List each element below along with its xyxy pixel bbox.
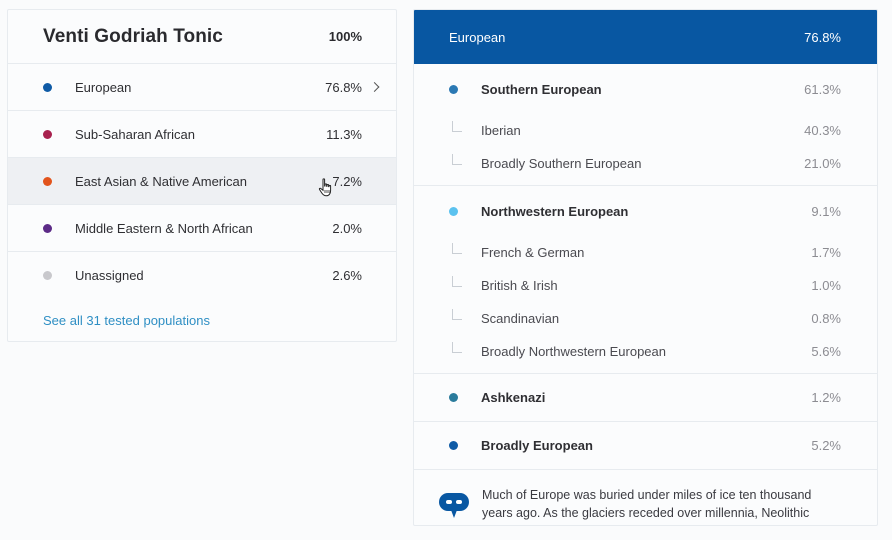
row-label: Sub-Saharan African	[75, 126, 195, 142]
southern-european-color-dot	[449, 84, 458, 94]
chevron-right-icon[interactable]	[369, 82, 380, 92]
row-label: East Asian & Native American	[75, 173, 247, 189]
sub-percentage: 40.3%	[804, 123, 841, 138]
hand-pointer-icon	[318, 178, 332, 197]
group-label: Northwestern European	[481, 203, 629, 219]
group-row[interactable]: Southern European 61.3%	[414, 64, 877, 114]
sub-saharan-color-dot	[43, 129, 52, 139]
tree-branch-line	[452, 341, 462, 353]
tree-branch-line	[452, 308, 462, 320]
group-percentage: 1.2%	[811, 390, 841, 405]
row-label: European	[75, 79, 132, 95]
sub-label: Iberian	[481, 123, 521, 138]
summary-row-european[interactable]: European 76.8%	[8, 64, 396, 111]
total-percentage: 100%	[328, 29, 362, 44]
middle-eastern-color-dot	[43, 223, 52, 233]
group-label: Southern European	[481, 81, 602, 97]
group-ashkenazi: Ashkenazi 1.2%	[414, 374, 877, 422]
summary-row-east-asian-native-american[interactable]: East Asian & Native American 7.2%	[8, 158, 396, 205]
sub-row-broadly-northwestern-european[interactable]: Broadly Northwestern European 5.6%	[414, 335, 877, 368]
sub-label: French & German	[481, 245, 585, 260]
summary-row-sub-saharan-african[interactable]: Sub-Saharan African 11.3%	[8, 111, 396, 158]
tree-branch-line	[452, 153, 462, 165]
ashkenazi-color-dot	[449, 393, 458, 402]
sub-percentage: 5.6%	[811, 344, 841, 359]
profile-name: Venti Godriah Tonic	[43, 25, 223, 47]
group-broadly-european: Broadly European 5.2%	[414, 422, 877, 470]
sub-row-french-german[interactable]: French & German 1.7%	[414, 236, 877, 269]
row-percentage: 7.2%	[332, 173, 362, 189]
group-percentage: 5.2%	[811, 438, 841, 453]
sub-row-iberian[interactable]: Iberian 40.3%	[414, 114, 877, 147]
description-text: Much of Europe was buried under miles of…	[482, 488, 840, 525]
summary-row-unassigned[interactable]: Unassigned 2.6%	[8, 252, 396, 299]
northwestern-european-color-dot	[449, 206, 458, 216]
detail-header-percentage: 76.8%	[804, 29, 841, 45]
row-percentage: 76.8%	[325, 79, 362, 95]
sub-percentage: 0.8%	[811, 311, 841, 326]
sub-percentage: 21.0%	[804, 156, 841, 171]
sub-percentage: 1.7%	[811, 245, 841, 260]
sub-percentage: 1.0%	[811, 278, 841, 293]
sub-label: British & Irish	[481, 278, 558, 293]
row-label: Middle Eastern & North African	[75, 220, 253, 236]
broadly-european-color-dot	[449, 441, 458, 450]
row-percentage: 2.0%	[332, 220, 362, 236]
sub-label: Scandinavian	[481, 311, 560, 326]
european-color-dot	[43, 82, 52, 92]
group-row[interactable]: Broadly European 5.2%	[414, 422, 877, 469]
region-description: Much of Europe was buried under miles of…	[414, 470, 877, 525]
tree-branch-line	[452, 275, 462, 287]
group-percentage: 61.3%	[804, 81, 841, 97]
detail-header-label: European	[449, 29, 506, 45]
unassigned-color-dot	[43, 271, 52, 280]
sub-label: Broadly Southern European	[481, 156, 642, 171]
group-label: Broadly European	[481, 438, 593, 453]
row-percentage: 11.3%	[326, 126, 362, 142]
summary-row-middle-eastern-north-african[interactable]: Middle Eastern & North African 2.0%	[8, 205, 396, 252]
chat-bubble-icon	[439, 493, 469, 518]
row-percentage: 2.6%	[332, 268, 362, 283]
group-row[interactable]: Northwestern European 9.1%	[414, 186, 877, 236]
see-all-populations-link[interactable]: See all 31 tested populations	[43, 313, 210, 328]
group-northwestern-european: Northwestern European 9.1% French & Germ…	[414, 186, 877, 374]
detail-header: European 76.8%	[414, 10, 877, 64]
sub-row-british-irish[interactable]: British & Irish 1.0%	[414, 269, 877, 302]
group-percentage: 9.1%	[811, 203, 841, 219]
summary-header: Venti Godriah Tonic 100%	[8, 10, 396, 64]
european-detail-panel: European 76.8% Southern European 61.3% I…	[413, 9, 878, 526]
group-row[interactable]: Ashkenazi 1.2%	[414, 374, 877, 421]
group-label: Ashkenazi	[481, 390, 546, 405]
ancestry-summary-panel: Venti Godriah Tonic 100% European 76.8% …	[7, 9, 397, 342]
sub-row-broadly-southern-european[interactable]: Broadly Southern European 21.0%	[414, 147, 877, 180]
sub-label: Broadly Northwestern European	[481, 344, 666, 359]
group-southern-european: Southern European 61.3% Iberian 40.3% Br…	[414, 64, 877, 186]
tree-branch-line	[452, 120, 462, 132]
row-label: Unassigned	[75, 268, 144, 283]
east-asian-color-dot	[43, 176, 52, 186]
sub-row-scandinavian[interactable]: Scandinavian 0.8%	[414, 302, 877, 335]
tree-branch-line	[452, 242, 462, 254]
